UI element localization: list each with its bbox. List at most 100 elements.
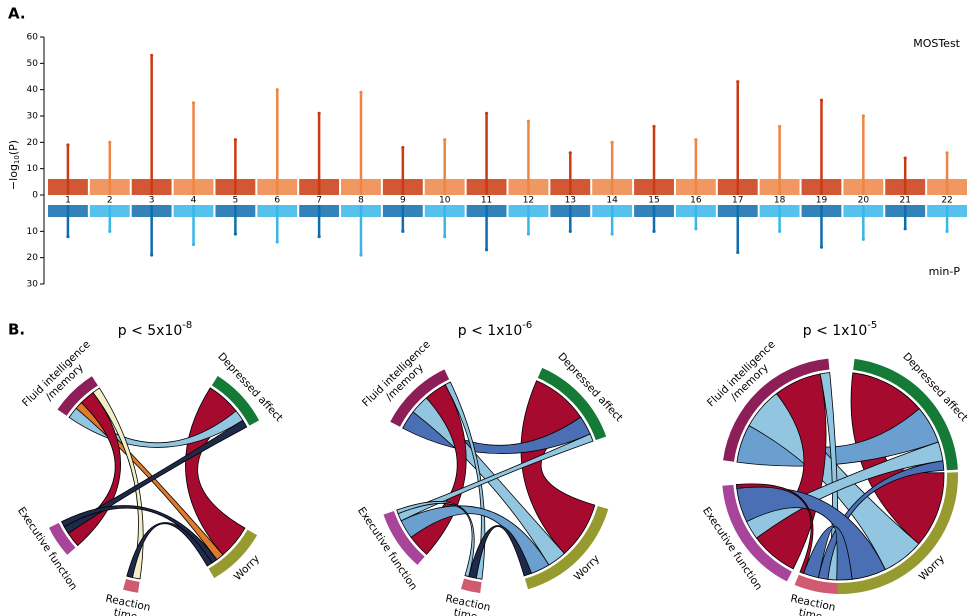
chromosome-label: 10 <box>439 196 451 206</box>
peak-point <box>568 229 572 233</box>
node-arc <box>460 578 482 594</box>
peak-point <box>861 114 865 118</box>
chromosome-label: 6 <box>274 196 280 206</box>
peak-point <box>233 138 237 142</box>
chord-title-part: p < 1x10 <box>458 323 523 339</box>
node-arc <box>524 505 609 590</box>
peak-point <box>736 250 740 254</box>
peak-point <box>652 229 656 233</box>
peak-point <box>233 232 237 236</box>
node-arc <box>208 529 258 579</box>
y-axis-label-end: (P) <box>7 140 20 155</box>
chromosome-label: 14 <box>606 196 618 206</box>
y-tick-label: 30 <box>27 112 39 122</box>
chromosome-label: 18 <box>774 196 786 206</box>
chord-title: p < 1x10-5 <box>803 320 878 339</box>
chromosome-label: 4 <box>191 196 197 206</box>
peak-point <box>736 80 740 84</box>
y2-tick-label: 20 <box>27 253 39 263</box>
node-arc <box>123 578 140 593</box>
y-axis-label: −log10(P) <box>7 140 21 190</box>
node-arc <box>836 472 959 595</box>
chromosome-label: 11 <box>481 196 492 206</box>
chord-title: p < 1x10-6 <box>458 320 533 339</box>
node-arc <box>722 484 792 582</box>
chromosome-label: 3 <box>149 196 155 206</box>
node-arc <box>390 369 450 427</box>
node-label: time <box>113 607 139 616</box>
peak-point <box>401 146 405 150</box>
chord-ribbon <box>735 483 814 574</box>
peak-point <box>526 119 531 123</box>
chord-ribbon <box>444 381 486 580</box>
node-label: time <box>453 607 479 616</box>
peak-point <box>108 140 112 144</box>
chromosome-label: 5 <box>233 196 239 206</box>
panel-label: A. <box>8 5 26 23</box>
peak-point <box>610 232 614 236</box>
peak-point <box>694 138 698 142</box>
peak-point <box>861 237 865 241</box>
chromosome-label: 7 <box>316 196 322 206</box>
peak-point <box>317 111 321 115</box>
y-tick-label: 20 <box>27 138 39 148</box>
y-tick-label: 10 <box>27 164 39 174</box>
peak-point <box>819 98 824 102</box>
node-arc <box>383 511 425 565</box>
panel-label: B. <box>8 321 25 339</box>
y-tick-label: 0 <box>32 191 38 201</box>
chromosome-label: 1 <box>65 196 71 206</box>
peak-point <box>275 240 279 244</box>
peak-point <box>275 88 279 92</box>
chromosome-label: 8 <box>358 196 364 206</box>
chord-ribbon <box>61 505 218 564</box>
node-arc <box>723 358 830 462</box>
peak-point <box>150 53 154 58</box>
y-tick-label: 50 <box>27 59 39 69</box>
node-arc <box>853 358 958 471</box>
node-arc <box>537 367 607 441</box>
chord-title: p < 5x10-8 <box>118 320 193 339</box>
peak-point <box>694 227 698 231</box>
chromosome-label: 12 <box>523 196 534 206</box>
peak-point <box>443 138 447 142</box>
chord-ribbon <box>126 522 213 578</box>
chromosome-label: 19 <box>816 196 828 206</box>
peak-point <box>945 229 949 233</box>
peak-point <box>568 151 572 155</box>
peak-point <box>359 253 363 257</box>
peak-point <box>150 253 154 257</box>
chord-title-part: p < 1x10 <box>803 323 868 339</box>
chord-ribbon <box>92 387 144 580</box>
chromosome-label: 2 <box>107 196 113 206</box>
y-tick-label: 60 <box>27 33 39 43</box>
series-label: MOSTest <box>913 37 960 50</box>
chromosome-label: 9 <box>400 196 406 206</box>
chord-title-sup: -8 <box>182 320 192 331</box>
chromosome-label: 17 <box>732 196 743 206</box>
node-arc <box>48 522 76 555</box>
peak-point <box>401 229 405 233</box>
peak-point <box>903 227 907 231</box>
peak-point <box>66 235 70 239</box>
series-label: min-P <box>929 265 961 278</box>
peak-point <box>903 156 907 160</box>
peak-point <box>66 143 70 147</box>
chord-title-sup: -5 <box>867 320 877 331</box>
chord-title-part: p < 5x10 <box>118 323 183 339</box>
peak-point <box>484 111 489 115</box>
chromosome-label: 22 <box>941 196 952 206</box>
chromosome-label: 20 <box>858 196 870 206</box>
node-arc <box>57 376 98 416</box>
y-axis-label-part: −log <box>7 164 20 190</box>
chromosome-label: 15 <box>648 196 659 206</box>
peak-point <box>191 101 196 105</box>
peak-point <box>191 242 196 247</box>
y-tick-label: 40 <box>27 85 39 95</box>
node-label: time <box>798 607 824 616</box>
peak-point <box>526 232 531 236</box>
chromosome-label: 13 <box>565 196 576 206</box>
peak-point <box>819 245 824 249</box>
peak-point <box>108 229 112 233</box>
